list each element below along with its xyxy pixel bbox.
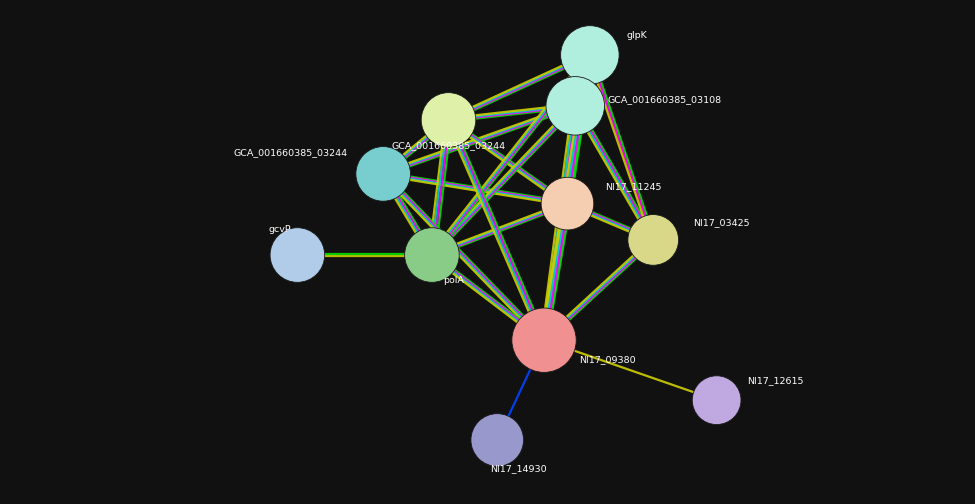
Text: GCA_001660385_03108: GCA_001660385_03108	[607, 95, 722, 104]
Ellipse shape	[541, 177, 594, 230]
Ellipse shape	[561, 26, 619, 84]
Text: NI17_14930: NI17_14930	[490, 464, 547, 473]
Ellipse shape	[405, 228, 459, 282]
Ellipse shape	[512, 308, 576, 372]
Text: polA: polA	[443, 276, 464, 285]
Ellipse shape	[356, 147, 410, 201]
Ellipse shape	[546, 77, 604, 135]
Text: NI17_11245: NI17_11245	[605, 182, 662, 191]
Text: glpK: glpK	[626, 31, 647, 40]
Text: GCA_001660385_03244: GCA_001660385_03244	[233, 148, 348, 157]
Text: GCA_001660385_03244: GCA_001660385_03244	[391, 141, 506, 150]
Ellipse shape	[471, 414, 524, 466]
Ellipse shape	[270, 228, 325, 282]
Text: NI17_09380: NI17_09380	[579, 355, 636, 364]
Ellipse shape	[421, 93, 476, 147]
Text: NI17_03425: NI17_03425	[693, 218, 750, 227]
Text: gcvP: gcvP	[268, 225, 292, 234]
Ellipse shape	[628, 215, 679, 265]
Ellipse shape	[692, 376, 741, 424]
Text: NI17_12615: NI17_12615	[747, 376, 803, 386]
